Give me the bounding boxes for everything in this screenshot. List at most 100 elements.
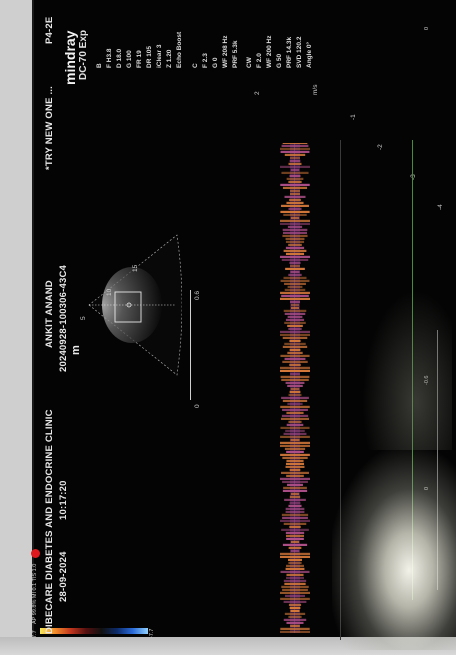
spectrum-bar bbox=[280, 630, 310, 633]
clinic-name: DIBECARE DIABETES AND ENDOCRINE CLINIC bbox=[44, 409, 55, 634]
spectrum-bar bbox=[288, 615, 302, 618]
exam-time: 10:17:20 bbox=[58, 480, 69, 520]
color-mode-param: G 0 bbox=[212, 57, 219, 68]
b-mode-param: Echo Boost bbox=[176, 31, 183, 68]
spectrum-bar bbox=[284, 282, 306, 285]
spectrum-bar bbox=[282, 234, 308, 237]
spectrum-bar bbox=[288, 207, 302, 210]
spectrum-bar bbox=[286, 177, 304, 180]
spectrum-bar bbox=[282, 408, 308, 411]
spectrum-bar bbox=[287, 324, 303, 327]
spectrum-bar bbox=[285, 429, 305, 432]
spectrum-bar bbox=[285, 240, 305, 243]
spectrum-bar bbox=[289, 261, 301, 264]
spectrum-bar bbox=[280, 366, 310, 369]
spectrum-bar bbox=[290, 387, 300, 390]
spectrum-bar bbox=[282, 489, 308, 492]
spectrum-bar bbox=[289, 339, 301, 342]
probe-name: P4-2E bbox=[44, 16, 55, 44]
spectrum-bar bbox=[289, 525, 301, 528]
spectrum-bar bbox=[290, 303, 300, 306]
spectrum-bar bbox=[281, 513, 309, 516]
spectrum-bar bbox=[282, 336, 308, 339]
velocity-tick: -4 bbox=[437, 204, 444, 210]
spectrum-bar bbox=[286, 474, 304, 477]
spectrum-bar bbox=[288, 546, 302, 549]
spectrum-bar bbox=[289, 198, 301, 201]
spectrum-bar bbox=[281, 417, 309, 420]
b-mode-param: F H3.8 bbox=[106, 48, 113, 68]
spectrum-bar bbox=[280, 552, 310, 555]
spectrum-bar bbox=[280, 330, 310, 333]
spectrum-bar bbox=[282, 543, 308, 546]
cw-mode-param: CW bbox=[246, 57, 253, 68]
spectrum-bar bbox=[285, 510, 305, 513]
spectrum-bar bbox=[280, 375, 310, 378]
spectrum-bar bbox=[289, 363, 301, 366]
depth-scale-end: 0.6 bbox=[194, 290, 201, 300]
b-mode-sector-image bbox=[88, 234, 182, 376]
spectrum-bar bbox=[286, 573, 304, 576]
spectrum-bar bbox=[281, 204, 309, 207]
spectrum-bar bbox=[280, 435, 310, 438]
spectrum-bar bbox=[281, 378, 309, 381]
patient-name: ANKIT ANAND bbox=[44, 280, 55, 348]
spectrum-bar bbox=[290, 264, 300, 267]
spectrum-bar bbox=[286, 564, 304, 567]
spectrum-bar bbox=[290, 609, 300, 612]
spectrum-bar bbox=[288, 603, 302, 606]
spectrum-bar bbox=[282, 143, 308, 144]
spectrum-bar bbox=[281, 471, 309, 474]
spectrum-bar bbox=[280, 219, 310, 222]
b-mode-param: D 18.0 bbox=[116, 48, 123, 68]
spectrum-bar bbox=[283, 309, 307, 312]
spectrum-bar bbox=[282, 480, 308, 483]
cw-mode-param: SVD 120.2 bbox=[296, 36, 303, 68]
spectrum-bar bbox=[290, 372, 300, 375]
spectrum-bar bbox=[288, 243, 302, 246]
spectrum-bar bbox=[286, 459, 304, 462]
spectrum-bar bbox=[286, 411, 304, 414]
color-mode-param: F 2.3 bbox=[202, 53, 209, 68]
spectrum-bar bbox=[287, 315, 303, 318]
spectrum-bar bbox=[290, 306, 300, 309]
color-mode-param: WF 208 Hz bbox=[222, 35, 229, 68]
b-mode-param: B bbox=[96, 63, 103, 68]
spectrum-bar bbox=[285, 381, 305, 384]
spectrum-bar bbox=[281, 414, 309, 417]
spectrum-bar bbox=[290, 438, 300, 441]
spectrum-bar bbox=[284, 312, 306, 315]
velocity-tick: -1 bbox=[350, 114, 357, 120]
spectrum-bar bbox=[284, 612, 306, 615]
color-mode-param: C bbox=[192, 63, 199, 68]
spectrum-bar bbox=[286, 537, 304, 540]
time-axis-line bbox=[340, 140, 341, 640]
spectrum-bar bbox=[289, 495, 301, 498]
spectrum-bar bbox=[285, 318, 305, 321]
spectrum-bar bbox=[285, 465, 305, 468]
spectrum-bar bbox=[285, 534, 305, 537]
m-marker: m bbox=[70, 345, 82, 355]
spectrum-bar bbox=[285, 567, 305, 570]
spectrum-bar bbox=[290, 624, 300, 627]
spectrum-bar bbox=[280, 597, 310, 600]
spectrum-bar bbox=[281, 258, 309, 261]
velocity-unit: m/s bbox=[312, 84, 319, 95]
spectrum-bar bbox=[282, 588, 308, 591]
spectrum-bar bbox=[283, 432, 307, 435]
spectrum-bar bbox=[280, 222, 310, 225]
spectrum-bar bbox=[282, 186, 308, 189]
spectrum-bar bbox=[280, 555, 310, 558]
cw-mode-param: PRF 14.3k bbox=[286, 36, 293, 68]
spectrum-bar bbox=[282, 360, 308, 363]
cw-mode-param: F 2.0 bbox=[256, 53, 263, 68]
spectrum-bar bbox=[285, 267, 305, 270]
spectrum-bar bbox=[283, 522, 307, 525]
spectrum-bar bbox=[281, 585, 309, 588]
spectrum-bar bbox=[280, 444, 310, 447]
spectrum-bar bbox=[280, 519, 310, 522]
spectrum-bar bbox=[286, 201, 304, 204]
b-mode-param: FR 19 bbox=[136, 50, 143, 68]
spectrum-bar bbox=[285, 462, 305, 465]
